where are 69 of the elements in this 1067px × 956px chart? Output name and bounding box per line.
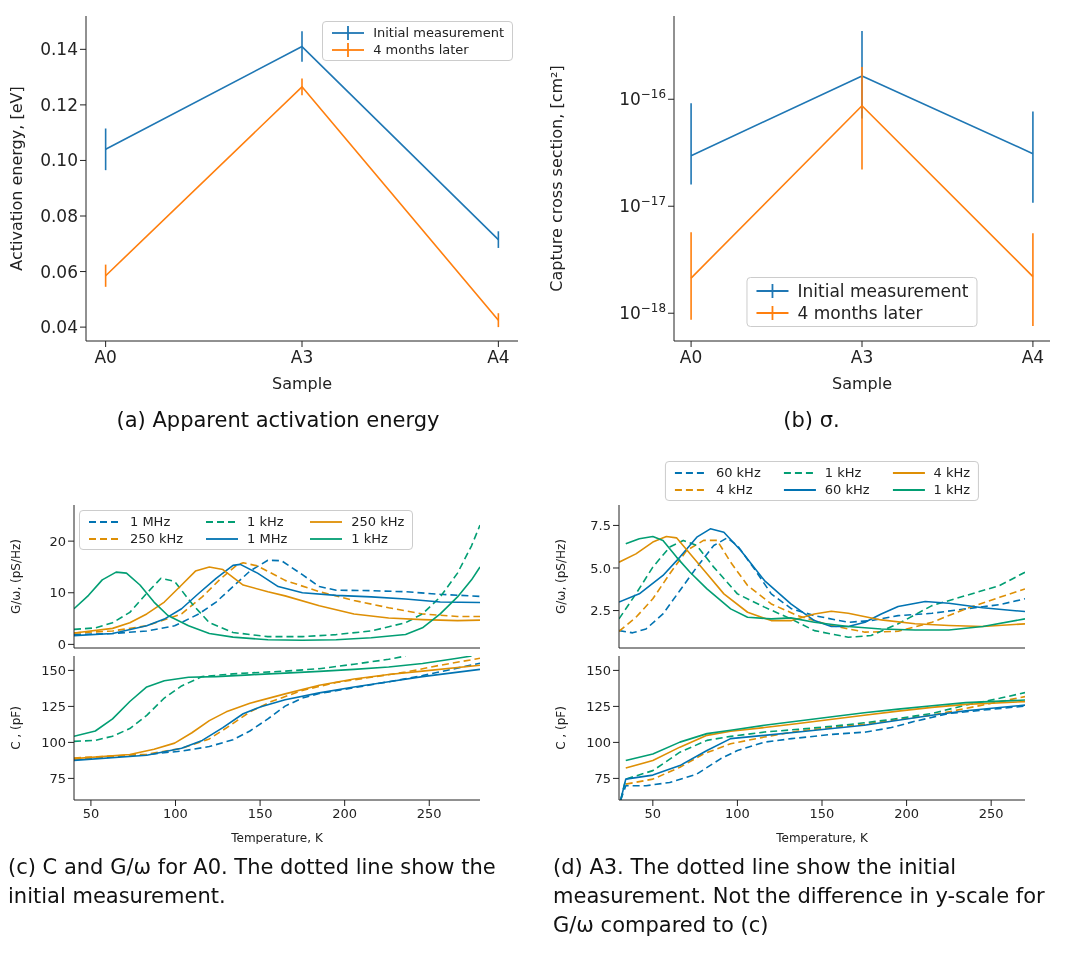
text: (c) C and G/ω for A0. The dotted line show the initial measurement.: [8, 854, 497, 910]
x-axis-title: Sample: [832, 374, 892, 393]
y-tick-label: 100: [41, 734, 66, 750]
y-tick-label: 10: [49, 585, 66, 601]
y-tick-label: 0.10: [40, 150, 78, 171]
y-tick-label: 0.08: [40, 205, 78, 226]
y-tick-label: 0.04: [40, 317, 78, 338]
y-tick-label: 75: [49, 770, 66, 786]
x-tick-label: 50: [82, 806, 100, 822]
legend-label: 1 kHz: [933, 482, 971, 497]
x-tick-label: 200: [332, 806, 358, 822]
y-tick-label: 75: [594, 770, 611, 786]
y-tick-label: 10$^{−17}$: [619, 194, 666, 217]
y-axis-title: Capture cross section, [cm²]: [546, 65, 566, 292]
y-tick-label: 0: [57, 636, 66, 652]
legend-label: Initial measurement: [797, 281, 969, 301]
y-tick-label: 125: [586, 698, 611, 714]
x-tick-label: 250: [978, 806, 1004, 822]
y-axis-title: G/ω, (pS/Hz): [9, 539, 24, 614]
x-tick-label: 200: [894, 806, 919, 822]
x-tick-label: A0: [94, 346, 117, 367]
x-tick-label: 100: [725, 806, 750, 822]
legend-label: 4 months later: [373, 42, 469, 57]
legend-label: 60 kHz: [824, 482, 870, 497]
legend-label: 4 months later: [797, 303, 923, 323]
y-axis-title: Activation energy, [eV]: [6, 86, 26, 271]
text: (d) A3. The dotted line show the initial measurement. Not the difference in y-scale for G/ω compared to (c): [553, 854, 1046, 939]
x-tick-label: A4: [487, 346, 510, 367]
y-tick-label: 0.14: [40, 39, 78, 60]
y-tick-label: 2.5: [590, 603, 611, 619]
text: (a) Apparent activation energy: [115, 407, 441, 434]
x-tick-label: 150: [809, 806, 835, 822]
legend-label: 1 MHz: [247, 531, 288, 546]
y-axis-title: C , (pF): [9, 706, 24, 750]
legend-label: 1 kHz: [351, 531, 388, 546]
legend-label: 1 kHz: [824, 465, 862, 480]
y-tick-label: 10$^{−18}$: [619, 301, 666, 324]
y-tick-label: 0.12: [40, 94, 78, 115]
x-tick-label: A3: [290, 346, 314, 367]
x-tick-label: 150: [247, 806, 273, 822]
legend-label: 250 kHz: [351, 514, 405, 529]
legend-label: 1 kHz: [247, 514, 284, 529]
y-tick-label: 150: [41, 662, 66, 678]
y-axis-title: C , (pF): [554, 706, 569, 750]
y-tick-label: 20: [49, 533, 66, 549]
x-tick-label: 50: [644, 806, 662, 822]
text: (b) σ.: [782, 407, 841, 434]
y-tick-label: 0.06: [40, 261, 78, 282]
legend-label: Initial measurement: [373, 25, 504, 40]
y-tick-label: 5.0: [590, 560, 611, 576]
legend-label: 60 kHz: [715, 465, 761, 480]
x-axis-title: Temperature, K: [230, 831, 324, 845]
legend-label: 250 kHz: [130, 531, 184, 546]
y-tick-label: 100: [586, 734, 611, 750]
y-tick-label: 125: [41, 698, 66, 714]
legend-label: 4 kHz: [715, 482, 753, 497]
legend-label: 4 kHz: [933, 465, 971, 480]
x-axis-title: Sample: [272, 374, 332, 393]
x-tick-label: A3: [850, 346, 874, 367]
y-tick-label: 10$^{−16}$: [619, 87, 666, 110]
y-axis-title: G/ω, (pS/Hz): [554, 539, 569, 614]
legend-label: 1 MHz: [130, 514, 171, 529]
y-tick-label: 7.5: [590, 517, 611, 533]
x-tick-label: 100: [163, 806, 188, 822]
y-tick-label: 150: [586, 662, 611, 678]
x-tick-label: A0: [679, 346, 703, 367]
x-tick-label: 250: [416, 806, 442, 822]
x-axis-title: Temperature, K: [775, 831, 869, 845]
x-tick-label: A4: [1021, 346, 1045, 367]
